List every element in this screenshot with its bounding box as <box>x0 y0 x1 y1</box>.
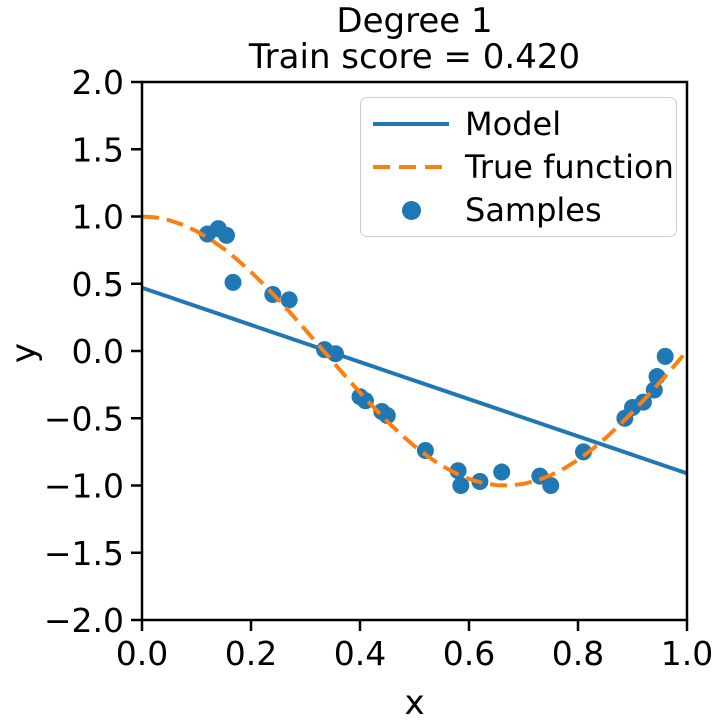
y-tick-label: 0.5 <box>72 265 124 304</box>
x-tick-label: 0.4 <box>334 634 386 673</box>
sample-point <box>416 442 434 460</box>
y-tick-label: −2.0 <box>44 601 124 640</box>
legend-item-model: Model <box>373 102 676 145</box>
x-tick-label: 0.8 <box>552 634 604 673</box>
x-tick-label: 0.6 <box>443 634 495 673</box>
y-axis-label: y <box>4 342 44 364</box>
legend-label-model: Model <box>465 104 562 143</box>
true-function-dash-swatch <box>373 164 449 169</box>
sample-point <box>378 407 396 425</box>
sample-point <box>542 477 560 494</box>
sample-point <box>656 347 674 365</box>
y-tick-label: −1.0 <box>44 467 124 506</box>
legend-item-samples: Samples <box>373 189 676 232</box>
sample-point <box>224 273 242 291</box>
sample-point <box>452 477 470 494</box>
y-tick-label: 1.5 <box>72 130 124 169</box>
chart-title: Degree 1 Train score = 0.420 <box>142 3 687 75</box>
legend: Model True function Samples <box>360 97 677 237</box>
model-line <box>141 285 688 476</box>
sample-point <box>449 462 467 480</box>
x-tick-label: 0.0 <box>116 634 168 673</box>
sample-point <box>217 226 235 244</box>
chart-title-line-2: Train score = 0.420 <box>248 37 581 77</box>
legend-label-true-function: True function <box>465 147 674 186</box>
x-axis-label: x <box>404 683 425 720</box>
x-tick-label: 1.0 <box>661 634 713 673</box>
y-tick-label: −0.5 <box>44 399 124 438</box>
sample-point <box>493 463 511 481</box>
y-tick-label: −1.5 <box>44 534 124 573</box>
x-tick-label: 0.2 <box>225 634 277 673</box>
model-line-swatch <box>373 121 449 126</box>
legend-item-true-function: True function <box>373 145 676 188</box>
y-tick-label: 2.0 <box>72 63 124 102</box>
y-tick-label: 0.0 <box>72 332 124 371</box>
legend-label-samples: Samples <box>465 191 602 230</box>
sample-point <box>574 443 592 461</box>
samples-dot-swatch <box>373 200 449 220</box>
y-tick-label: 1.0 <box>72 198 124 237</box>
sample-point <box>280 291 298 309</box>
true-function-curve <box>141 214 689 488</box>
chart-title-line-1: Degree 1 <box>336 1 493 41</box>
